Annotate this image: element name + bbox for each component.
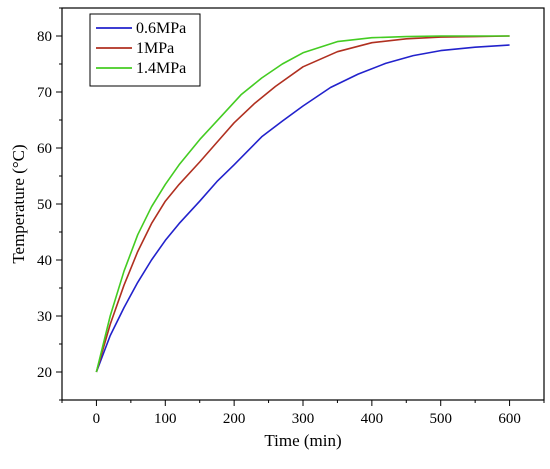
x-tick-label: 100	[154, 411, 177, 427]
y-tick-label: 80	[37, 29, 52, 45]
x-tick-label: 0	[93, 411, 101, 427]
series-line-1.4MPa	[95, 35, 510, 373]
y-axis: 20 30 40 50 60 70 80	[37, 7, 62, 401]
legend-label: 1.4MPa	[136, 60, 186, 77]
x-tick-label: 200	[223, 411, 246, 427]
y-tick-label: 30	[37, 309, 52, 325]
y-tick-label: 70	[37, 85, 52, 101]
x-axis-title: Time (min)	[264, 431, 341, 450]
legend-box	[89, 13, 201, 87]
x-tick-label: 300	[292, 411, 315, 427]
x-tick-label: 600	[498, 411, 521, 427]
y-tick-label: 20	[37, 365, 52, 381]
y-tick-label: 40	[37, 253, 52, 269]
y-tick-label: 60	[37, 141, 52, 157]
legend-label: 0.6MPa	[136, 20, 186, 37]
x-tick-label: 500	[429, 411, 452, 427]
series-group	[95, 35, 510, 373]
series-line-0.6MPa	[95, 44, 510, 373]
y-axis-title: Temperature (°C)	[9, 144, 28, 263]
series-line-1MPa	[95, 35, 510, 373]
y-tick-label: 50	[37, 197, 52, 213]
x-tick-label: 400	[361, 411, 384, 427]
legend-label: 1MPa	[136, 40, 174, 57]
x-axis: 0 100 200 300 400 500 600	[61, 400, 545, 427]
legend: 0.6MPa 1MPa 1.4MPa	[89, 13, 201, 87]
